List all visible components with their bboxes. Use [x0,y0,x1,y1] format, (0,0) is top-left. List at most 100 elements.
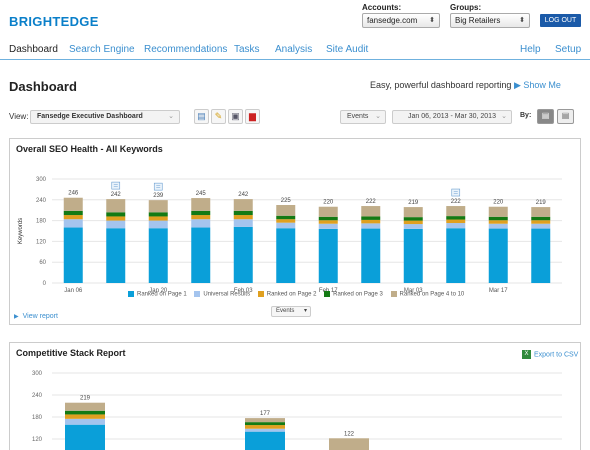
nav-recommendations[interactable]: Recommendations [144,44,228,55]
brand-logo[interactable]: BRIGHTEDGE [9,14,99,29]
bar-segment [191,219,211,228]
updown-arrow-icon: ⬍ [429,17,435,24]
edit-button[interactable]: ✎ [211,109,226,124]
y-tick-label: 240 [36,198,47,204]
group-select[interactable]: Big Retailers ⬍ [450,13,530,28]
nav-setup[interactable]: Setup [555,44,582,55]
legend-item[interactable]: Universal Results [194,291,250,298]
chevron-down-icon: ▾ [303,308,307,314]
nav-help[interactable]: Help [520,44,541,55]
competitive-stack-title: Competitive Stack Report [16,348,126,358]
logout-button[interactable]: LOG OUT [540,14,581,27]
nav-dashboard[interactable]: Dashboard [9,44,58,55]
bar-segment [446,228,466,283]
export-csv-link[interactable]: X Export to CSV [522,350,578,359]
bar-total-label: 122 [344,431,355,437]
by-chart-toggle[interactable]: ▤ [537,109,554,124]
bar-segment [361,223,381,229]
bar-segment [403,220,423,225]
pdf-export-button[interactable]: ▆ [245,109,260,124]
bar-segment [276,215,296,220]
chart-events-select[interactable]: Events ▾ [271,306,311,317]
top-bar: BRIGHTEDGE Accounts: fansedge.com ⬍ Grou… [0,0,590,38]
event-marker-icon [451,188,461,197]
bar-total-label: 220 [493,200,504,206]
bar-total-label: 246 [68,191,79,197]
bar-segment [233,215,253,220]
legend-item[interactable]: Ranked on Page 4 to 10 [390,291,464,298]
bar-segment [233,219,253,227]
bar-segment [276,228,296,283]
legend-item[interactable]: Ranked on Page 2 [257,291,317,298]
bar-total-label: 220 [323,200,334,206]
y-axis-label: Keywords [18,218,24,244]
promo-text: Easy, powerful dashboard reporting ▶ Sho… [370,80,561,91]
bar-segment [318,206,338,217]
y-tick-label: 0 [43,281,47,287]
bar-segment [63,227,83,283]
date-range-select[interactable]: Jan 06, 2013 - Mar 30, 2013 ⌄ [392,110,512,124]
show-me-label: Show Me [523,80,561,90]
legend-swatch [257,291,264,297]
bar-segment [245,428,285,432]
legend-swatch [390,291,397,297]
bar-total-label: 222 [451,199,462,205]
bar-segment [65,418,105,425]
legend-label: Ranked on Page 2 [266,291,317,298]
nav-search-engine[interactable]: Search Engine [69,44,135,55]
bar-segment [318,216,338,221]
bar-segment [233,226,253,283]
events-select[interactable]: Events ⌄ [340,110,386,124]
bar-segment [488,228,508,283]
bar-segment [63,210,83,216]
play-icon: ▶ [14,314,19,320]
bar-total-label: 242 [111,192,122,198]
bar-segment [488,220,508,224]
bar-segment [531,223,551,229]
dashboard-select[interactable]: Fansedge Executive Dashboard ⌄ [30,110,180,124]
image-icon: ▣ [231,111,240,121]
legend-item[interactable]: Ranked on Page 1 [128,291,187,298]
bar-segment [245,425,285,429]
bar-segment [329,438,369,450]
excel-icon: X [522,350,531,359]
bar-segment [148,228,168,283]
y-tick-label: 240 [32,393,43,399]
bar-segment [106,212,126,217]
notes-button[interactable]: ▤ [194,109,209,124]
bar-segment [318,228,338,283]
nav-site-audit[interactable]: Site Audit [326,44,369,55]
chart-legend: Ranked on Page 1 Universal Results Ranke… [128,291,470,298]
nav-analysis[interactable]: Analysis [275,44,313,55]
bar-segment [65,414,105,419]
by-label: By: [520,112,532,119]
legend-swatch [128,291,134,297]
bar-segment [403,228,423,283]
competitive-stack-panel: Competitive Stack Report X Export to CSV … [9,342,581,450]
show-me-link[interactable]: ▶ Show Me [514,80,561,90]
export-csv-label: Export to CSV [534,351,579,359]
image-export-button[interactable]: ▣ [228,109,243,124]
bar-segment [191,210,211,216]
y-tick-label: 180 [36,219,47,225]
legend-item[interactable]: Ranked on Page 3 [324,291,383,298]
bar-total-label: 219 [408,200,419,206]
bar-segment [446,216,466,220]
main-nav: Dashboard Search Engine Recommendations … [0,38,590,60]
bar-segment [106,216,126,221]
seo-health-panel: Overall SEO Health - All Keywords 0 60 120… [9,138,581,325]
account-select-value: fansedge.com [367,16,418,25]
nav-tasks[interactable]: Tasks [234,44,260,55]
bar-segment [531,216,551,221]
by-table-toggle[interactable]: ▤ [557,109,574,124]
x-tick-label: Mar 17 [489,288,508,294]
bar-segment [106,199,126,213]
bar-segment [531,207,551,217]
page-title: Dashboard [9,79,77,94]
legend-label: Universal Results [203,291,251,298]
view-report-link[interactable]: ▶ View report [14,313,58,320]
bar-segment [245,431,285,450]
account-select[interactable]: fansedge.com ⬍ [362,13,440,28]
events-select-value: Events [347,113,369,120]
bar-total-label: 177 [260,411,271,417]
